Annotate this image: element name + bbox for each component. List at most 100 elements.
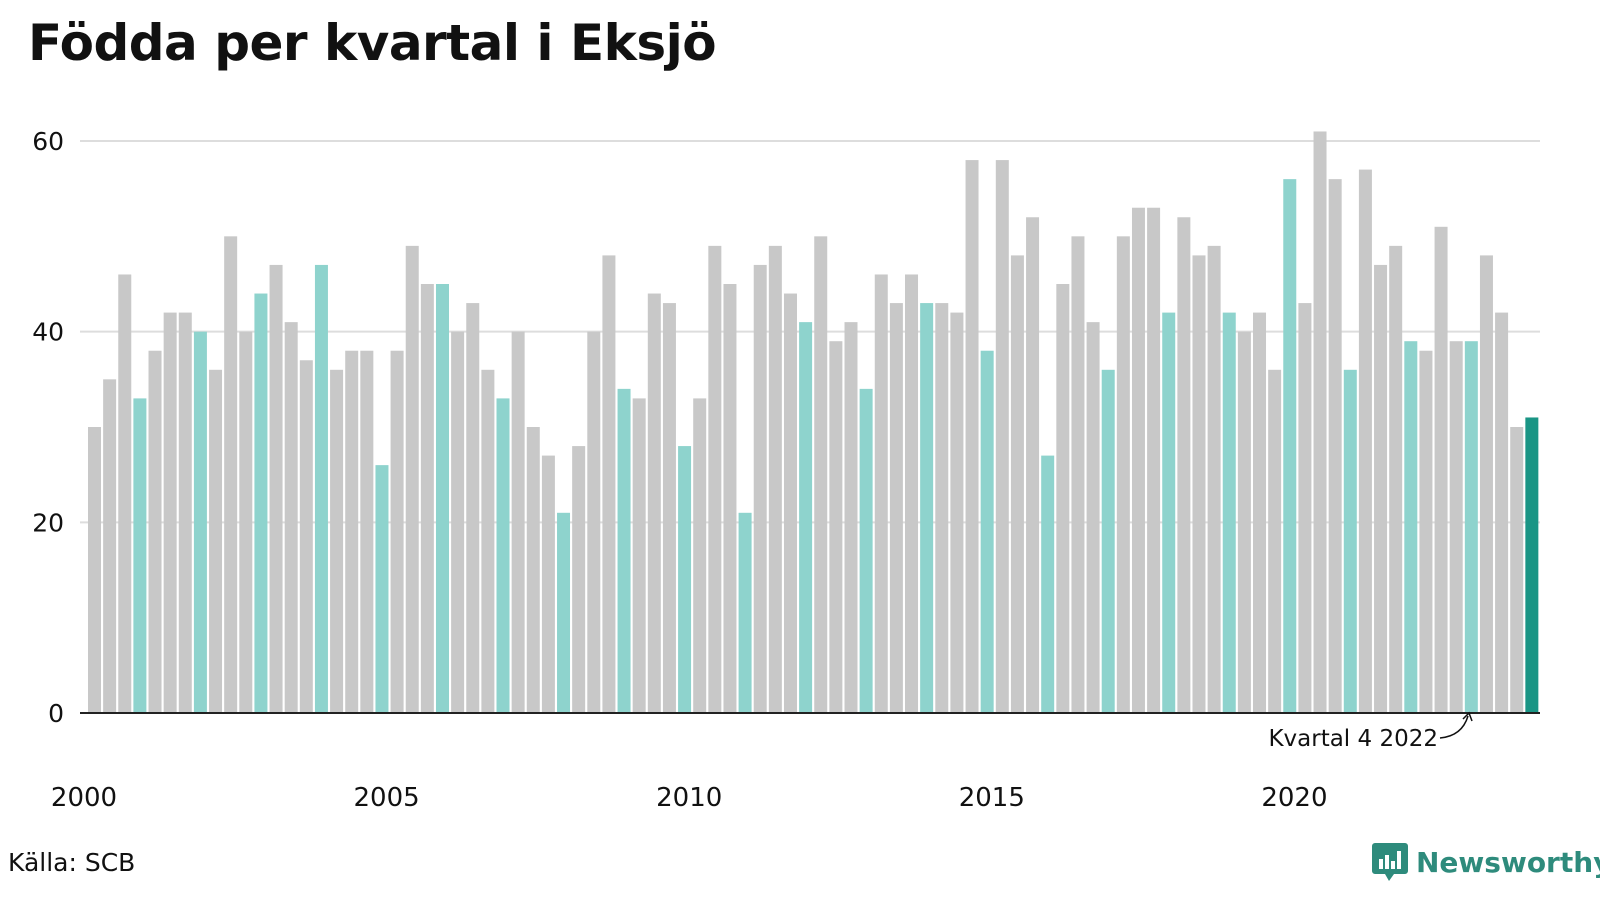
annotation-arrowhead bbox=[1462, 711, 1473, 722]
bar bbox=[829, 341, 843, 713]
bar bbox=[345, 350, 359, 713]
bar bbox=[1283, 179, 1297, 713]
bar bbox=[420, 284, 434, 713]
bar bbox=[1404, 341, 1418, 713]
bar bbox=[557, 512, 571, 713]
bar bbox=[314, 264, 328, 713]
bar bbox=[163, 312, 177, 713]
bar bbox=[617, 388, 631, 713]
bar bbox=[874, 274, 888, 713]
x-tick-label: 2020 bbox=[1261, 783, 1327, 813]
bar bbox=[783, 293, 797, 713]
bar bbox=[708, 245, 722, 713]
bar bbox=[1026, 217, 1040, 713]
bar bbox=[541, 455, 555, 713]
brand-name: Newsworthy bbox=[1416, 845, 1600, 879]
newsworthy-logo-icon bbox=[1372, 843, 1408, 881]
bar bbox=[1434, 226, 1448, 714]
bar bbox=[1328, 179, 1342, 713]
bar bbox=[405, 245, 419, 713]
bar bbox=[1510, 427, 1524, 713]
bar bbox=[995, 160, 1009, 713]
bar bbox=[148, 350, 162, 713]
bar bbox=[1071, 236, 1085, 713]
bar bbox=[1237, 331, 1251, 713]
bar bbox=[1389, 245, 1403, 713]
brand-logo: Newsworthy bbox=[1372, 840, 1600, 884]
bar bbox=[360, 350, 374, 713]
bar bbox=[1495, 312, 1509, 713]
bar bbox=[103, 379, 117, 713]
bar bbox=[1479, 255, 1493, 713]
bar bbox=[269, 264, 283, 713]
bar bbox=[889, 303, 903, 713]
bar bbox=[1222, 312, 1236, 713]
bar bbox=[632, 398, 646, 713]
bar bbox=[587, 331, 601, 713]
chart-title: Födda per kvartal i Eksjö bbox=[28, 14, 717, 72]
bar bbox=[859, 388, 873, 713]
bar bbox=[284, 322, 298, 713]
bar bbox=[1116, 236, 1130, 713]
bar bbox=[390, 350, 404, 713]
bar bbox=[1101, 369, 1115, 713]
bar bbox=[299, 360, 313, 713]
bar bbox=[768, 245, 782, 713]
bar bbox=[844, 322, 858, 713]
bar bbox=[1374, 264, 1388, 713]
x-axis-labels: 2000 2005 2010 2015 2020 bbox=[51, 783, 1328, 813]
bar bbox=[330, 369, 344, 713]
bar bbox=[647, 293, 661, 713]
bar bbox=[814, 236, 828, 713]
x-tick-label: 2015 bbox=[959, 783, 1025, 813]
bar bbox=[1313, 131, 1327, 714]
bar bbox=[209, 369, 223, 713]
bar bbox=[239, 331, 253, 713]
bar bbox=[1162, 312, 1176, 713]
bar bbox=[224, 236, 238, 713]
annotation: Kvartal 4 2022 bbox=[1268, 711, 1473, 752]
bar bbox=[1131, 207, 1145, 714]
bar bbox=[133, 398, 147, 713]
bar bbox=[1464, 341, 1478, 713]
y-tick-label: 60 bbox=[32, 127, 64, 156]
y-tick-label: 20 bbox=[32, 508, 64, 537]
bar bbox=[481, 369, 495, 713]
bar bbox=[753, 264, 767, 713]
bar bbox=[1207, 245, 1221, 713]
bar bbox=[950, 312, 964, 713]
bar bbox=[1358, 169, 1372, 714]
bar bbox=[435, 284, 449, 713]
bar bbox=[88, 427, 101, 713]
bar bbox=[1010, 255, 1024, 713]
bar bbox=[451, 331, 465, 713]
x-tick-label: 2010 bbox=[656, 783, 722, 813]
bar bbox=[466, 303, 480, 713]
bar bbox=[496, 398, 510, 713]
bar bbox=[980, 350, 994, 713]
bar bbox=[723, 284, 737, 713]
y-tick-label: 40 bbox=[32, 318, 64, 347]
bar bbox=[1086, 322, 1100, 713]
bar bbox=[799, 322, 813, 713]
bar bbox=[693, 398, 707, 713]
bar bbox=[511, 331, 525, 713]
bar bbox=[178, 312, 192, 713]
bar bbox=[1525, 417, 1539, 713]
bar bbox=[572, 446, 586, 713]
annotation-arrow bbox=[1439, 715, 1469, 739]
bar bbox=[738, 512, 752, 713]
bar bbox=[1192, 255, 1206, 713]
bar bbox=[1298, 303, 1312, 713]
bar bbox=[1449, 341, 1463, 713]
bar bbox=[254, 293, 268, 713]
bar bbox=[1343, 369, 1357, 713]
bar bbox=[920, 303, 934, 713]
y-tick-label: 0 bbox=[48, 699, 64, 728]
x-tick-label: 2005 bbox=[354, 783, 420, 813]
x-tick-label: 2000 bbox=[51, 783, 117, 813]
bar bbox=[1177, 217, 1191, 713]
bar bbox=[193, 331, 207, 713]
bar bbox=[375, 465, 389, 713]
